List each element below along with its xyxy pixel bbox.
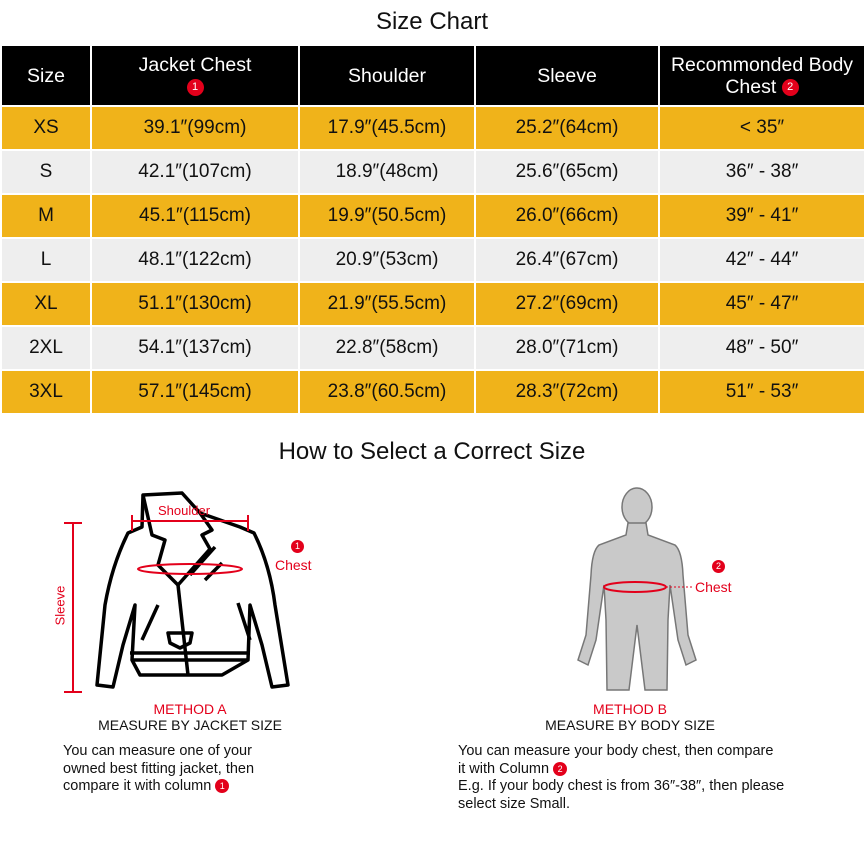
desc-line: E.g. If your body chest is from 36″-38″,… [458, 778, 785, 794]
header-jacket-chest: Jacket Chest 1 [90, 44, 300, 107]
table-row: XL 51.1″(130cm) 21.9″(55.5cm) 27.2″(69cm) 45… [0, 281, 864, 327]
table-cell: XS [0, 105, 92, 151]
method-b-name: METHOD B [593, 701, 667, 717]
table-cell: 45″ - 47″ [658, 281, 864, 327]
table-cell: 18.9″(48cm) [298, 149, 476, 195]
badge-2: 2 [712, 560, 725, 573]
page-title: Size Chart [375, 8, 489, 35]
table-cell: 2XL [0, 325, 92, 371]
desc-line: You can measure one of your [63, 743, 252, 759]
method-a-name: METHOD A [153, 701, 227, 717]
table-cell: 23.8″(60.5cm) [298, 369, 476, 415]
table-cell: 39″ - 41″ [658, 193, 864, 239]
desc-line: it with Column [458, 760, 550, 777]
shoulder-label: Shoulder [158, 503, 211, 518]
table-cell: 27.2″(69cm) [474, 281, 660, 327]
desc-line: owned best fitting jacket, then [63, 760, 255, 777]
table-row: 3XL 57.1″(145cm) 23.8″(60.5cm) 28.3″(72cm) 5… [0, 369, 864, 415]
table-cell: M [0, 193, 92, 239]
table-cell: 25.2″(64cm) [474, 105, 660, 151]
header-label: Shoulder [347, 64, 427, 87]
table-cell: 45.1″(115cm) [90, 193, 300, 239]
desc-line: compare it with column [63, 778, 212, 794]
table-cell: 39.1″(99cm) [90, 105, 300, 151]
body-diagram [577, 487, 697, 691]
table-cell: 42″ - 44″ [658, 237, 864, 283]
header-sleeve: Sleeve [474, 44, 660, 107]
method-b-subtitle: MEASURE BY BODY SIZE [545, 717, 715, 733]
table-row: S 42.1″(107cm) 18.9″(48cm) 25.6″(65cm) 36″ -… [0, 149, 864, 195]
table-cell: 19.9″(50.5cm) [298, 193, 476, 239]
table-cell: 48″ - 50″ [658, 325, 864, 371]
table-cell: 51.1″(130cm) [90, 281, 300, 327]
header-shoulder: Shoulder [298, 44, 476, 107]
table-cell: XL [0, 281, 92, 327]
size-chart-table: Size Jacket Chest 1 Shoulder Sleeve Recom… [0, 44, 864, 415]
table-row: L 48.1″(122cm) 20.9″(53cm) 26.4″(67cm) 42″ -… [0, 237, 864, 283]
table-cell: 42.1″(107cm) [90, 149, 300, 195]
table-cell: 20.9″(53cm) [298, 237, 476, 283]
method-a-description: You can measure one of your owned best f… [63, 743, 323, 796]
table-cell: 25.6″(65cm) [474, 149, 660, 195]
table-cell: 17.9″(45.5cm) [298, 105, 476, 151]
badge-1: 1 [186, 78, 204, 96]
method-a-subtitle: MEASURE BY JACKET SIZE [98, 717, 282, 733]
table-cell: 28.0″(71cm) [474, 325, 660, 371]
sleeve-label: Sleeve [52, 585, 68, 626]
desc-line: select size Small. [458, 795, 571, 812]
header-size: Size [0, 44, 92, 107]
header-label: Recommonded Body Chest [670, 53, 854, 98]
table-cell: < 35″ [658, 105, 864, 151]
table-cell: 3XL [0, 369, 92, 415]
badge-1: 1 [215, 779, 230, 794]
table-cell: 54.1″(137cm) [90, 325, 300, 371]
header-label: Size [27, 64, 65, 87]
table-row: XS 39.1″(99cm) 17.9″(45.5cm) 25.2″(64cm) < 3… [0, 105, 864, 151]
badge-2: 2 [553, 761, 568, 776]
table-cell: 48.1″(122cm) [90, 237, 300, 283]
jacket-diagram [64, 491, 290, 693]
table-cell: 26.4″(67cm) [474, 237, 660, 283]
body-chest-label: Chest [695, 579, 732, 595]
badge-2: 2 [781, 78, 799, 96]
table-cell: L [0, 237, 92, 283]
table-cell: 36″ - 38″ [658, 149, 864, 195]
section-title: How to Select a Correct Size [278, 438, 586, 465]
table-row: M 45.1″(115cm) 19.9″(50.5cm) 26.0″(66cm) 39″… [0, 193, 864, 239]
table-cell: 21.9″(55.5cm) [298, 281, 476, 327]
table-cell: 22.8″(58cm) [298, 325, 476, 371]
table-cell: 51″ - 53″ [658, 369, 864, 415]
table-cell: 28.3″(72cm) [474, 369, 660, 415]
method-b-description: You can measure your body chest, then co… [458, 743, 848, 813]
chest-label: Chest [275, 557, 312, 573]
table-cell: S [0, 149, 92, 195]
badge-1: 1 [291, 540, 304, 553]
header-body-chest: Recommonded Body Chest 2 [658, 44, 864, 107]
header-label: Sleeve [537, 64, 597, 87]
table-cell: 26.0″(66cm) [474, 193, 660, 239]
desc-line: You can measure your body chest, then co… [458, 743, 774, 759]
table-row: 2XL 54.1″(137cm) 22.8″(58cm) 28.0″(71cm) 48″… [0, 325, 864, 371]
header-label: Jacket Chest [138, 53, 252, 76]
table-cell: 57.1″(145cm) [90, 369, 300, 415]
